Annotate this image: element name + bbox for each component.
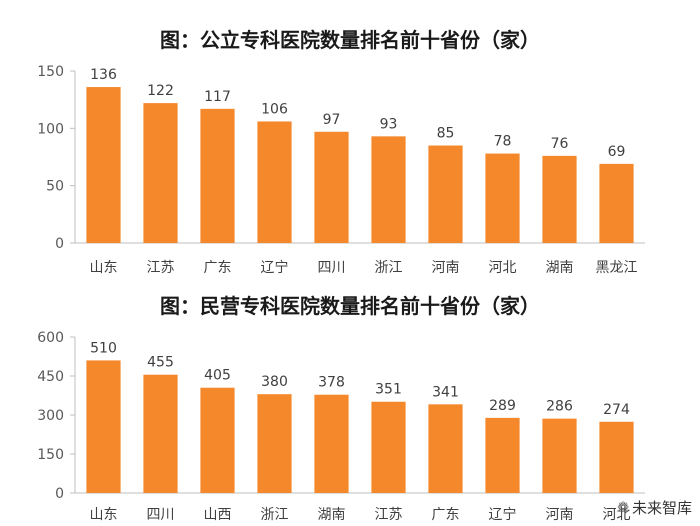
category-label: 四川 (147, 507, 175, 523)
bar (428, 404, 463, 493)
y-tick-label: 300 (37, 408, 64, 424)
category-label: 浙江 (261, 507, 289, 523)
bar (257, 394, 292, 493)
chart-title-public: 图：公立专科医院数量排名前十省份（家） (160, 28, 540, 52)
data-label: 76 (551, 136, 569, 152)
category-label: 辽宁 (261, 259, 289, 276)
category-label: 湖南 (546, 260, 574, 276)
category-label: 四川 (318, 260, 346, 276)
data-label: 69 (608, 144, 626, 160)
data-label: 405 (204, 368, 231, 384)
category-label: 广东 (432, 507, 460, 523)
data-label: 341 (432, 384, 459, 400)
data-label: 286 (546, 399, 573, 415)
data-label: 85 (437, 126, 455, 142)
y-tick-label: 150 (37, 447, 64, 463)
data-label: 289 (489, 398, 516, 414)
watermark-text: 未来智库 (631, 499, 692, 517)
y-tick-label: 100 (37, 121, 64, 137)
data-label: 78 (494, 134, 512, 150)
category-label: 江苏 (375, 507, 403, 523)
category-label: 黑龙江 (596, 260, 638, 276)
bar (428, 145, 463, 243)
data-label: 93 (380, 116, 398, 132)
category-label: 湖南 (318, 507, 346, 523)
watermark: ❁ 未来智库 (617, 497, 692, 518)
category-label: 浙江 (375, 260, 403, 276)
y-tick-label: 150 (37, 64, 64, 80)
data-label: 378 (318, 375, 345, 391)
category-label: 广东 (204, 260, 232, 276)
public-hospital-bar-chart: 0 50 100 150 136 山东 122 江苏 117 广东 106 辽宁 97 四川 93 浙江 85 河… (37, 64, 645, 276)
bar (485, 153, 520, 243)
y-tick-label: 0 (55, 486, 64, 502)
data-label: 97 (323, 112, 341, 128)
bar (371, 136, 406, 243)
data-label: 455 (147, 355, 174, 371)
category-label: 山东 (90, 507, 118, 523)
category-label: 山西 (204, 507, 232, 523)
category-label: 河北 (603, 507, 631, 523)
category-label: 山东 (90, 260, 118, 276)
bar (542, 418, 577, 493)
y-tick-label: 50 (46, 179, 64, 195)
data-label: 117 (204, 89, 231, 105)
category-label: 辽宁 (489, 506, 517, 523)
bar (143, 374, 178, 493)
y-tick-label: 600 (37, 330, 64, 346)
bar (371, 401, 406, 493)
wechat-icon: ❁ (617, 499, 629, 516)
category-label: 河北 (489, 260, 517, 276)
category-label: 河南 (432, 260, 460, 276)
data-label: 510 (90, 340, 117, 356)
data-label: 136 (90, 67, 117, 83)
bar (86, 87, 121, 243)
y-tick-label: 450 (37, 369, 64, 385)
category-label: 江苏 (147, 260, 175, 276)
private-hospital-bar-chart: 0 150 300 450 600 510 山东 455 四川 405 山西 380 浙江 378 湖南 35… (37, 330, 645, 523)
data-label: 351 (375, 382, 402, 398)
bar (257, 121, 292, 243)
category-label: 河南 (546, 507, 574, 523)
data-label: 106 (261, 101, 288, 117)
bar (314, 394, 349, 493)
bar (200, 387, 235, 493)
bar (599, 421, 634, 493)
bar (485, 417, 520, 493)
data-label: 122 (147, 83, 174, 99)
bar (86, 360, 121, 493)
bar (314, 131, 349, 243)
bar (599, 163, 634, 243)
y-tick-label: 0 (55, 236, 64, 252)
bar (200, 108, 235, 243)
bar (542, 155, 577, 243)
data-label: 380 (261, 374, 288, 390)
chart-title-private: 图：民营专科医院数量排名前十省份（家） (160, 294, 540, 318)
data-label: 274 (603, 402, 630, 418)
bar (143, 103, 178, 244)
